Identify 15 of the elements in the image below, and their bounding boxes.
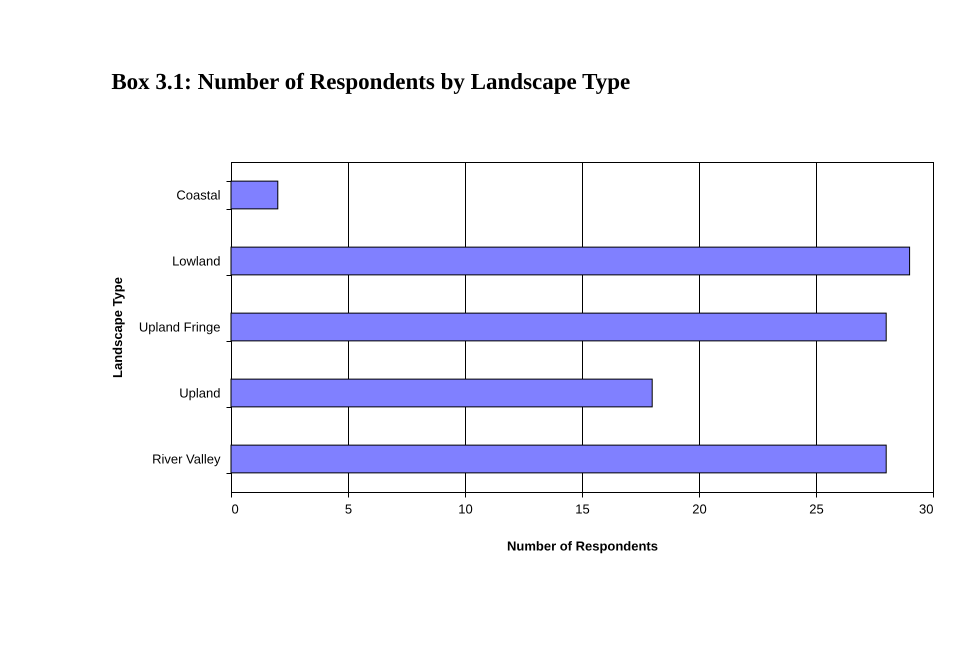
x-tick-label: 5	[344, 502, 352, 516]
x-tick-label: 20	[692, 502, 707, 516]
x-tick-label: 0	[232, 502, 239, 516]
x-tick-label: 10	[458, 502, 473, 516]
x-tick-label: 15	[575, 502, 590, 516]
x-axis-title: Number of Respondents	[507, 538, 658, 554]
x-tick-label: 25	[809, 502, 824, 516]
chart-title: Box 3.1: Number of Respondents by Landscape Type	[111, 69, 630, 94]
y-tick-label: River Valley	[152, 452, 221, 466]
y-tick-label: Upland	[179, 386, 220, 400]
y-tick-label: Coastal	[176, 188, 221, 202]
x-tick-label: 30	[919, 502, 934, 516]
y-tick-label: Lowland	[172, 254, 220, 268]
y-tick-label: Upland Fringe	[138, 320, 220, 334]
y-axis-title: Landscape Type	[110, 277, 125, 378]
